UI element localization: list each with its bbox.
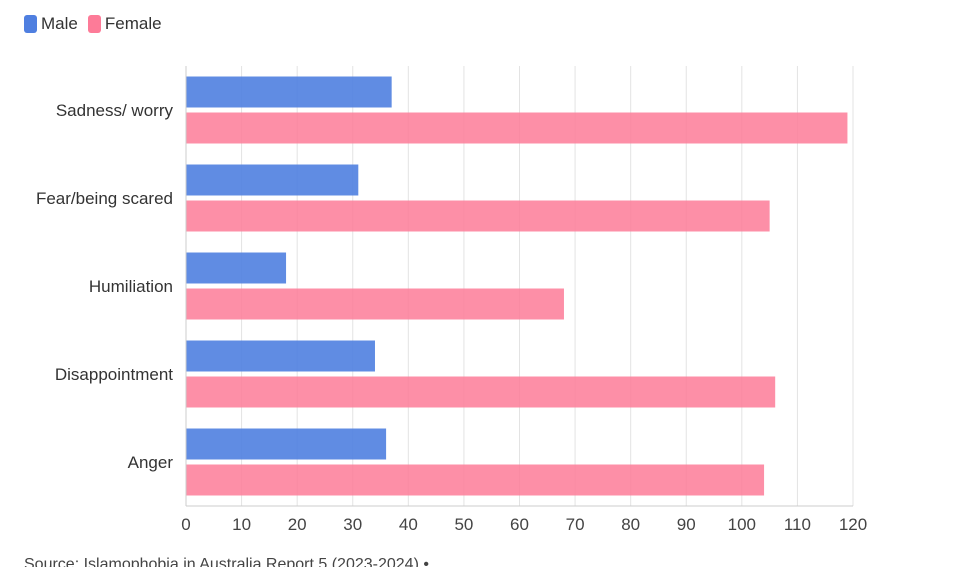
x-tick-label-10: 10 [232,515,251,534]
x-tick-label-80: 80 [621,515,640,534]
x-tick-label-50: 50 [454,515,473,534]
category-label-4: Anger [128,453,174,472]
x-tick-label-0: 0 [181,515,190,534]
bar-female-3[interactable] [186,376,776,408]
x-tick-label-70: 70 [566,515,585,534]
legend-label-male: Male [41,14,78,33]
legend-label-female: Female [104,14,162,33]
legend: Male Female [24,14,162,34]
x-tick-label-100: 100 [728,515,756,534]
bar-male-1[interactable] [186,164,359,196]
bar-female-2[interactable] [186,288,564,320]
category-label-1: Fear/being scared [36,189,173,208]
bar-male-2[interactable] [186,252,287,284]
bar-female-4[interactable] [186,464,765,496]
x-tick-label-90: 90 [677,515,696,534]
legend-swatch-male [24,15,37,33]
x-tick-label-30: 30 [343,515,362,534]
category-label-3: Disappointment [55,365,173,384]
bar-female-1[interactable] [186,200,770,232]
legend-item-female[interactable]: Female [87,14,162,34]
bar-male-4[interactable] [186,428,387,460]
x-tick-label-110: 110 [784,515,811,534]
legend-swatch-female [87,15,101,33]
bar-female-0[interactable] [186,112,848,144]
x-tick-label-120: 120 [839,515,867,534]
x-tick-label-40: 40 [399,515,418,534]
legend-item-male[interactable]: Male [24,14,78,34]
source-note: Source: Islamophobia in Australia Report… [24,556,429,567]
bar-male-0[interactable] [186,76,392,108]
x-tick-label-20: 20 [288,515,307,534]
bar-male-3[interactable] [186,340,375,372]
category-label-2: Humiliation [89,277,173,296]
category-label-0: Sadness/ worry [56,101,174,120]
x-tick-label-60: 60 [510,515,529,534]
